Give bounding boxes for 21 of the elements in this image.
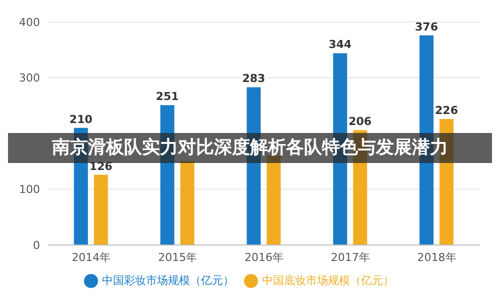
data-label: 226 — [435, 104, 458, 118]
y-tick-label: 0 — [33, 238, 40, 252]
caption-banner: 南京滑板队实力对比深度解析各队特色与发展潜力 — [8, 133, 492, 163]
y-tick-label: 300 — [19, 72, 40, 85]
data-label: 210 — [69, 112, 93, 126]
data-label: 376 — [415, 20, 438, 34]
y-tick-label: 100 — [19, 183, 40, 196]
legend-label: 中国彩妆市场规模（亿元） — [102, 274, 234, 287]
x-tick-label: 2018年 — [417, 250, 456, 264]
y-tick-label: 400 — [19, 16, 40, 29]
x-tick-label: 2016年 — [244, 250, 284, 264]
data-label: 283 — [242, 72, 266, 86]
x-tick-label: 2015年 — [158, 250, 198, 264]
bar — [94, 174, 108, 245]
data-label: 206 — [348, 115, 372, 128]
x-tick-label: 2014年 — [72, 250, 111, 264]
x-tick-label: 2017年 — [330, 250, 370, 264]
data-label: 344 — [328, 38, 352, 52]
data-label: 251 — [156, 90, 179, 104]
bar — [180, 161, 194, 245]
legend-label: 中国底妆市场规模（亿元） — [262, 274, 394, 287]
